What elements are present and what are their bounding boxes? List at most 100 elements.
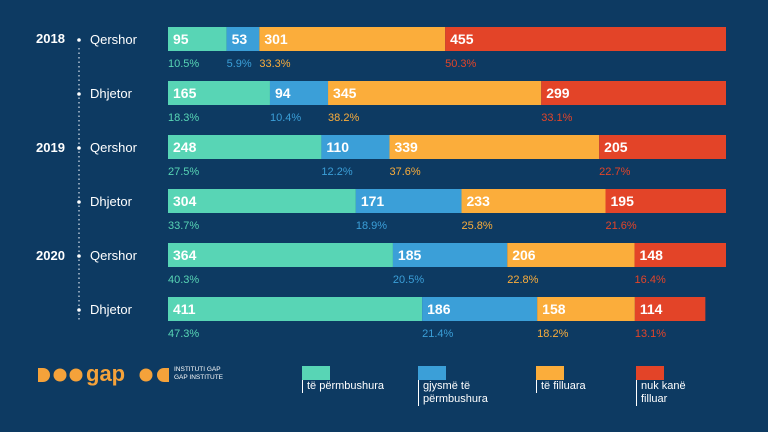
bar-segment	[445, 27, 726, 51]
bar-percent-label: 5.9%	[227, 58, 252, 70]
bar-percent-label: 33.7%	[168, 220, 199, 232]
period-label: Dhjetor	[90, 194, 132, 209]
bar-percent-label: 47.3%	[168, 328, 199, 340]
bar-percent-label: 10.4%	[270, 112, 301, 124]
bar-percent-label: 16.4%	[635, 274, 666, 286]
period-label: Dhjetor	[90, 302, 132, 317]
legend-swatch	[636, 366, 664, 380]
bar-value-label: 206	[512, 247, 536, 263]
legend-swatch	[536, 366, 564, 380]
bar-value-label: 411	[173, 301, 196, 317]
bar-percent-label: 21.4%	[422, 328, 453, 340]
timeline-dot	[77, 254, 81, 258]
logo-wordmark: gap	[86, 364, 125, 386]
timeline-dot	[77, 92, 81, 96]
period-label: Qershor	[90, 248, 137, 263]
bar-value-label: 158	[542, 301, 566, 317]
bar-value-label: 248	[173, 139, 197, 155]
bar-segment	[605, 189, 726, 213]
bar-segment	[392, 243, 508, 267]
bar-percent-label: 10.5%	[168, 58, 199, 70]
bar-percent-label: 25.8%	[462, 220, 493, 232]
period-label: Qershor	[90, 140, 137, 155]
timeline-dot	[77, 308, 81, 312]
bar-value-label: 171	[361, 193, 385, 209]
bar-segment	[168, 27, 227, 51]
bar-segment	[168, 81, 270, 105]
bar-percent-label: 27.5%	[168, 166, 199, 178]
bar-percent-label: 50.3%	[445, 58, 476, 70]
bar-segment	[328, 81, 542, 105]
bar-value-label: 299	[546, 85, 570, 101]
bar-segment	[389, 135, 600, 159]
bar-segment	[269, 81, 329, 105]
bar-value-label: 185	[398, 247, 422, 263]
bar-value-label: 195	[611, 193, 635, 209]
bar-segment	[168, 243, 393, 267]
legend-swatch	[418, 366, 446, 380]
period-label: Qershor	[90, 32, 137, 47]
timeline-dot	[77, 200, 81, 204]
bar-value-label: 186	[427, 301, 451, 317]
bar-percent-label: 18.9%	[356, 220, 387, 232]
logo-sub-line2: GAP INSTITUTE	[174, 374, 223, 381]
bar-percent-label: 22.7%	[599, 166, 630, 178]
timeline-dot	[77, 38, 81, 42]
bar-segment	[168, 189, 356, 213]
bar-value-label: 455	[450, 31, 474, 47]
period-label: Dhjetor	[90, 86, 132, 101]
bar-segment	[461, 189, 606, 213]
bar-segment	[168, 297, 423, 321]
bar-percent-label: 13.1%	[635, 328, 666, 340]
timeline-dot	[77, 146, 81, 150]
bar-segment	[321, 135, 390, 159]
bar-value-label: 233	[467, 193, 491, 209]
bar-segment	[422, 297, 538, 321]
bar-value-label: 364	[173, 247, 197, 263]
bar-percent-label: 18.3%	[168, 112, 199, 124]
year-label-2018: 2018	[36, 31, 65, 46]
bar-percent-label: 33.1%	[541, 112, 572, 124]
bar-segment	[226, 27, 260, 51]
bar-value-label: 94	[275, 85, 291, 101]
bar-segment	[355, 189, 462, 213]
bar-segment	[634, 297, 706, 321]
bar-segment	[541, 81, 726, 105]
bar-percent-label: 37.6%	[389, 166, 420, 178]
bar-percent-label: 21.6%	[606, 220, 637, 232]
bar-percent-label: 12.2%	[321, 166, 352, 178]
bar-segment	[507, 243, 635, 267]
bar-value-label: 95	[173, 31, 189, 47]
bar-percent-label: 33.3%	[259, 58, 290, 70]
year-label-2020: 2020	[36, 248, 65, 263]
legend-swatch	[302, 366, 330, 380]
bar-segment	[259, 27, 446, 51]
legend-label: të filluara	[536, 380, 686, 393]
bar-percent-label: 40.3%	[168, 274, 199, 286]
bar-percent-label: 22.8%	[507, 274, 538, 286]
bar-value-label: 205	[604, 139, 628, 155]
bar-percent-label: 18.2%	[537, 328, 568, 340]
legend-label: të përmbushura	[302, 380, 452, 393]
bar-value-label: 301	[264, 31, 288, 47]
bar-segment	[168, 135, 322, 159]
bar-value-label: 53	[232, 31, 248, 47]
bar-percent-label: 20.5%	[393, 274, 424, 286]
bar-value-label: 345	[333, 85, 357, 101]
bar-value-label: 165	[173, 85, 197, 101]
bar-percent-label: 38.2%	[328, 112, 359, 124]
bar-value-label: 304	[173, 193, 197, 209]
bar-value-label: 114	[640, 301, 663, 317]
bar-segment	[599, 135, 726, 159]
logo-sub-line1: INSTITUTI GAP	[174, 366, 221, 373]
legend-label: nuk kanë filluar	[636, 380, 696, 406]
bar-value-label: 148	[640, 247, 664, 263]
bar-segment	[537, 297, 635, 321]
year-label-2019: 2019	[36, 140, 65, 155]
gap-logo: gap	[38, 364, 169, 386]
logo-subtitle: INSTITUTI GAP GAP INSTITUTE	[174, 366, 223, 382]
legend-label: gjysmë të përmbushura	[418, 380, 508, 406]
bar-value-label: 339	[394, 139, 418, 155]
bar-segment	[634, 243, 726, 267]
